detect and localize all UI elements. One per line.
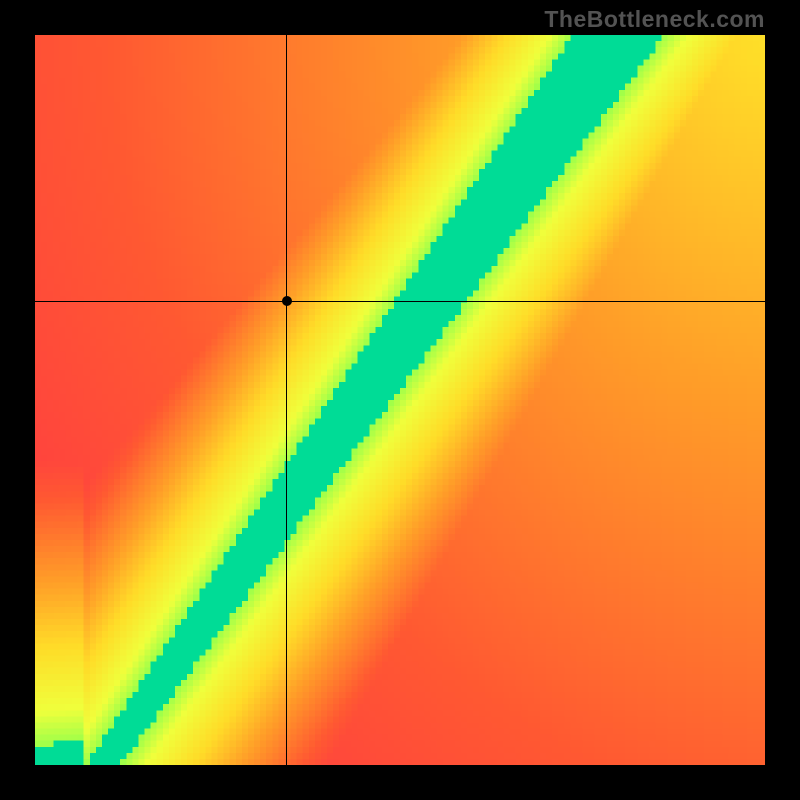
watermark-text: TheBottleneck.com [544,6,765,33]
crosshair-horizontal [35,301,765,302]
bottleneck-heatmap [35,35,765,765]
selected-point-marker [282,296,292,306]
chart-container: TheBottleneck.com [0,0,800,800]
crosshair-vertical [286,35,287,765]
